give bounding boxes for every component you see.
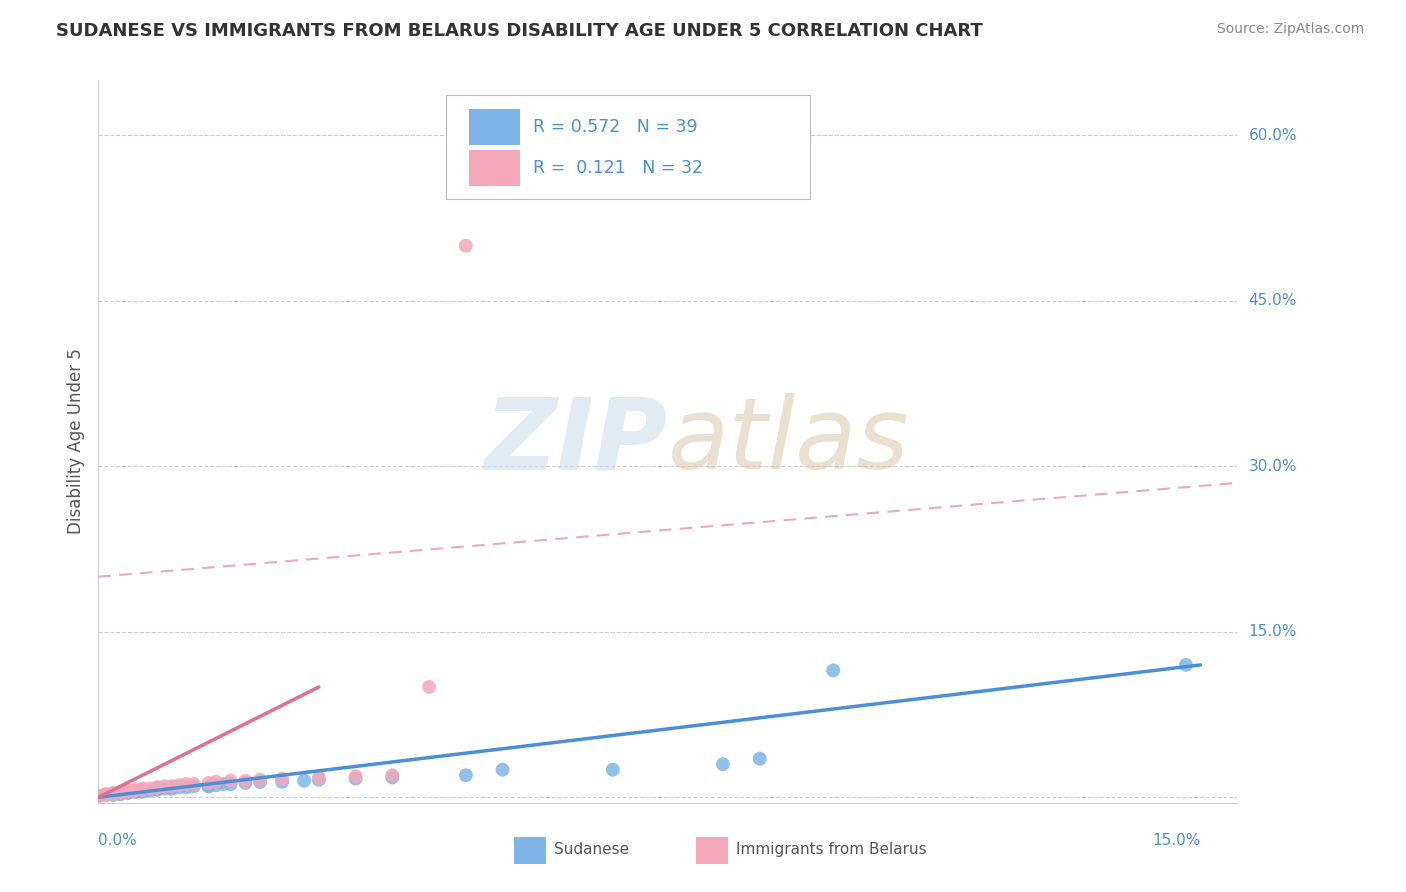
Point (167, 778, 190, 792)
FancyBboxPatch shape (468, 151, 520, 186)
Text: 15.0%: 15.0% (1152, 833, 1201, 848)
Point (124, 783, 146, 797)
Text: R = 0.572   N = 39: R = 0.572 N = 39 (533, 118, 699, 136)
Point (197, 776, 219, 790)
Point (183, 777, 205, 791)
Text: 45.0%: 45.0% (1249, 293, 1296, 309)
Point (146, 782, 169, 797)
Point (454, 238, 477, 252)
Point (146, 782, 169, 797)
Text: 0.0%: 0.0% (98, 833, 138, 848)
Point (167, 780, 190, 795)
Text: 30.0%: 30.0% (1249, 458, 1296, 474)
Text: Sudanese: Sudanese (554, 842, 628, 857)
FancyBboxPatch shape (468, 109, 520, 145)
Point (748, 752, 770, 766)
Point (1174, 657, 1197, 672)
Point (235, 776, 257, 790)
Point (131, 781, 153, 796)
Point (101, 788, 124, 802)
Point (381, 768, 404, 782)
Point (212, 777, 235, 791)
Point (124, 782, 146, 797)
Point (381, 771, 404, 785)
Point (117, 783, 139, 797)
Point (249, 772, 271, 787)
Point (823, 664, 845, 678)
Point (139, 781, 162, 796)
Point (101, 786, 124, 800)
Point (205, 775, 228, 789)
Y-axis label: Disability Age Under 5: Disability Age Under 5 (66, 349, 84, 534)
Text: 60.0%: 60.0% (1249, 128, 1296, 143)
Point (94, 788, 117, 802)
Point (117, 785, 139, 799)
Text: R =  0.121   N = 32: R = 0.121 N = 32 (533, 160, 703, 178)
Point (146, 780, 169, 795)
Text: atlas: atlas (668, 393, 910, 490)
Point (160, 779, 183, 793)
Point (87, 789, 110, 804)
Point (308, 771, 330, 785)
FancyBboxPatch shape (696, 837, 728, 864)
Point (160, 781, 183, 796)
Text: Source: ZipAtlas.com: Source: ZipAtlas.com (1216, 22, 1364, 37)
Point (139, 783, 162, 797)
Point (219, 773, 242, 788)
Point (271, 775, 294, 789)
Point (131, 785, 153, 799)
Point (131, 783, 153, 797)
Text: SUDANESE VS IMMIGRANTS FROM BELARUS DISABILITY AGE UNDER 5 CORRELATION CHART: SUDANESE VS IMMIGRANTS FROM BELARUS DISA… (56, 22, 983, 40)
Point (94, 787, 117, 801)
Point (711, 757, 734, 772)
Point (176, 777, 198, 791)
Point (153, 781, 176, 796)
Point (176, 780, 198, 795)
Point (160, 781, 183, 796)
Point (235, 773, 257, 788)
Point (205, 778, 228, 792)
Point (292, 773, 315, 788)
Point (101, 787, 124, 801)
Point (117, 786, 139, 800)
Point (602, 763, 624, 777)
Point (344, 772, 367, 786)
Point (183, 779, 205, 793)
FancyBboxPatch shape (515, 837, 546, 864)
Point (146, 780, 169, 795)
Point (117, 786, 139, 800)
Point (124, 785, 146, 799)
Point (491, 763, 513, 777)
Point (308, 772, 330, 787)
Point (131, 782, 153, 797)
Text: Immigrants from Belarus: Immigrants from Belarus (737, 842, 927, 857)
Point (454, 768, 477, 782)
Point (87, 789, 110, 804)
Point (124, 785, 146, 799)
Point (418, 680, 440, 694)
Point (110, 787, 132, 801)
Point (110, 786, 132, 800)
Point (197, 779, 219, 793)
Text: ZIP: ZIP (485, 393, 668, 490)
Point (153, 779, 176, 793)
Point (197, 779, 219, 793)
Point (110, 787, 132, 801)
Point (271, 772, 294, 786)
Point (344, 769, 367, 783)
Point (110, 785, 132, 799)
FancyBboxPatch shape (446, 95, 810, 200)
Point (94, 788, 117, 802)
Point (249, 775, 271, 789)
Text: 15.0%: 15.0% (1249, 624, 1296, 640)
Point (219, 777, 242, 791)
